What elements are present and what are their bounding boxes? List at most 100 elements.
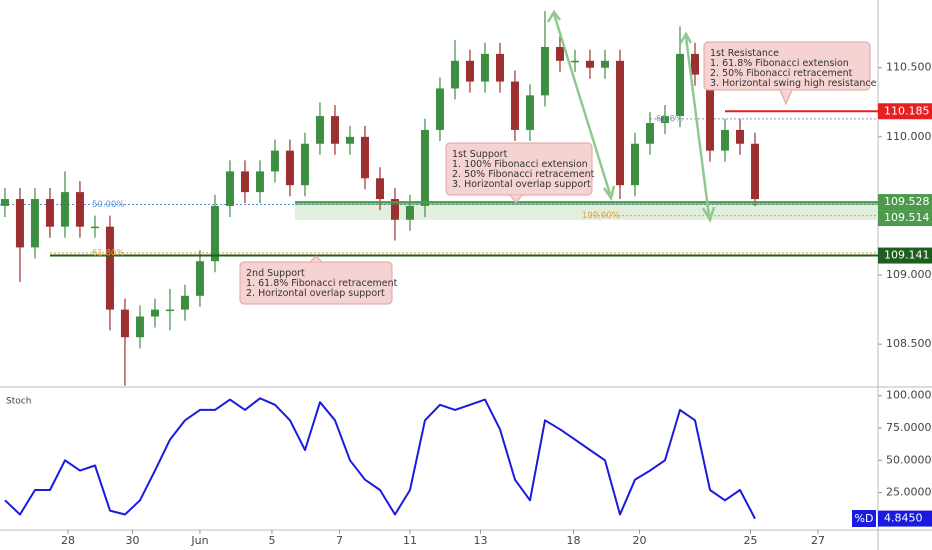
candle-body [675,53,684,117]
y-tick-label: 110.000 [886,130,932,143]
candle-body [570,60,579,63]
candle-body [45,199,54,227]
y-tick-label: 100.0000 [886,389,932,402]
y-tick-label: 110.500 [886,61,932,74]
candle-body [240,171,249,193]
candle-body [165,309,174,312]
x-tick-label: 5 [268,534,275,547]
annotation-line: 2. 50% Fibonacci retracement [710,68,853,79]
annotation-line: 2. 50% Fibonacci retracement [452,169,595,180]
candle-body [600,60,609,68]
candle-body [150,309,159,317]
annotation-title: 1st Resistance [710,48,779,59]
candle-body [60,192,69,227]
candle-body [285,150,294,186]
candle-body [105,226,114,310]
annotation-line: 1. 61.8% Fibonacci extension [710,58,849,69]
candle-body [480,53,489,82]
level-label: 109.528 [884,195,930,208]
candle-body [585,60,594,68]
value-badge [878,510,932,527]
candle-body [420,129,429,206]
x-tick-label: 13 [473,534,487,547]
annotation-title: 2nd Support [246,268,305,279]
y-tick-label: 25.0000 [886,486,932,499]
candle-body [30,199,39,248]
candle-body [660,116,669,124]
candle-body [120,309,129,338]
projection-arrows [546,9,716,224]
annotation-support-1: 1st Support 1. 100% Fibonacci extension … [445,142,595,204]
value-label: 4.8450 [884,512,923,525]
candle-body [435,88,444,130]
annotation-line: 1. 61.8% Fibonacci retracement [246,278,398,289]
candle-body [210,205,219,262]
candle-body [525,95,534,130]
candle-body [750,143,759,200]
candle-body [255,171,264,193]
candle-body [270,150,279,172]
marks [0,11,882,534]
annotation-line: 2. Horizontal overlap support [246,288,385,299]
level-label: 110.185 [884,104,930,117]
y-tick-label: 109.000 [886,268,932,281]
candle-body [690,53,699,75]
candle-body [630,143,639,186]
candle-body [465,60,474,82]
y-tick-label: 108.500 [886,337,932,350]
candle-body [375,178,384,200]
candle-body [225,171,234,206]
candle-body [495,53,504,82]
candle-body [0,199,9,206]
candle-body [75,192,84,227]
level-badge [878,247,932,264]
x-tick-label: 28 [61,534,75,547]
candle-body [540,46,549,96]
indicator-title: Stoch [6,397,31,407]
annotation-resistance: 1st Resistance 1. 61.8% Fibonacci extens… [703,41,877,106]
support-zone [295,203,878,220]
candle-body [180,295,189,310]
candle-body [315,116,324,144]
fib-label: 50.00% [92,200,124,210]
candle-body [390,199,399,220]
candle-body [720,129,729,151]
candle-body [405,205,414,220]
candle-body [510,81,519,130]
candle-body [15,199,24,248]
x-tick-label: 20 [632,534,646,547]
y-tick-label: 75.0000 [886,421,932,434]
candle-body [555,46,564,61]
x-tick-label: 27 [811,534,825,547]
annotation-line: 3. Horizontal overlap support [452,179,591,190]
candle-body [90,226,99,229]
candle-body [345,136,354,144]
annotation-line: 3. Horizontal swing high resistance [710,78,877,89]
x-tick-label: Jun [190,534,208,547]
candle-body [195,261,204,296]
x-tick-label: 18 [566,534,580,547]
legend-badge [852,510,876,527]
candle-body [450,60,459,89]
stoch-line [4,397,756,520]
level-label: 109.514 [884,211,930,224]
candle-body [735,129,744,144]
x-tick-label: 11 [403,534,417,547]
candle-body [330,116,339,144]
annotation-line: 1. 100% Fibonacci extension [452,159,588,170]
candle-body [645,123,654,144]
level-badge [878,194,932,211]
x-tick-label: 30 [125,534,139,547]
fib-label: 61.8% [656,114,683,124]
fib-label: 100.00% [582,211,620,221]
legend-label: %D [855,512,874,525]
level-badge [878,103,932,120]
x-tick-label: 25 [743,534,757,547]
candle-body [615,60,624,186]
annotation-support-2: 2nd Support 1. 61.8% Fibonacci retraceme… [239,255,398,305]
level-label: 109.141 [884,249,930,262]
candle-body [300,143,309,186]
annotation-title: 1st Support [452,149,508,160]
